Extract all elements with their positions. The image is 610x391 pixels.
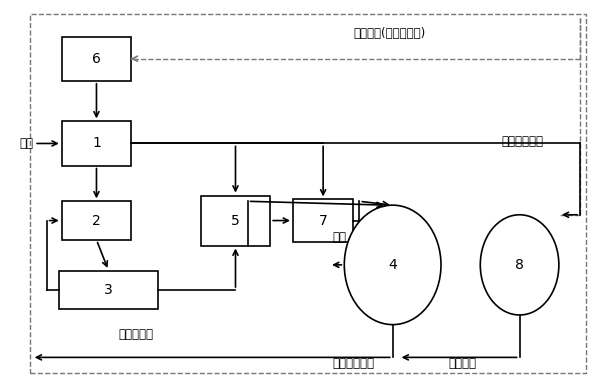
Text: 8: 8 [515, 258, 524, 272]
Text: 7: 7 [319, 213, 328, 228]
Text: 出水: 出水 [332, 231, 346, 244]
Bar [201, 196, 270, 246]
Text: 2: 2 [92, 213, 101, 228]
Ellipse shape [480, 215, 559, 315]
Text: 预浓缩上清液: 预浓缩上清液 [501, 135, 544, 148]
Bar [59, 271, 159, 309]
Text: 6: 6 [92, 52, 101, 66]
Bar [293, 199, 353, 242]
Text: 二沉污泥: 二沉污泥 [448, 357, 476, 369]
Bar [62, 36, 131, 81]
Ellipse shape [344, 205, 441, 325]
Text: 5: 5 [231, 213, 240, 228]
Text: 1: 1 [92, 136, 101, 151]
Text: 回流污泥(预浓缩污泥): 回流污泥(预浓缩污泥) [354, 27, 426, 40]
Text: 4: 4 [389, 258, 397, 272]
Text: 硝化液回流: 硝化液回流 [118, 328, 153, 341]
Text: 进水: 进水 [19, 137, 33, 150]
Bar [62, 121, 131, 166]
Text: 3: 3 [104, 283, 113, 297]
Text: 剩余污泥排放: 剩余污泥排放 [332, 357, 375, 369]
Bar [62, 201, 131, 240]
